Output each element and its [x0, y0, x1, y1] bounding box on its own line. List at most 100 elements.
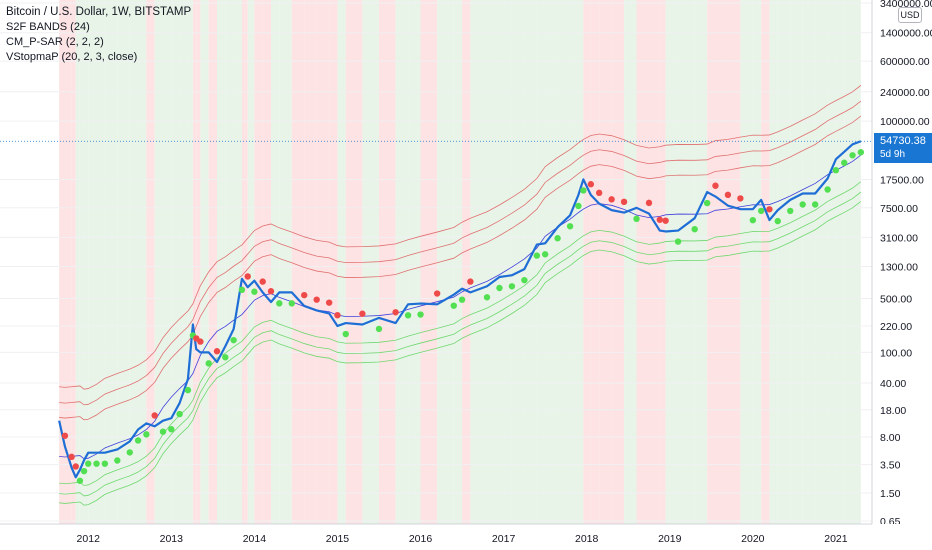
regime-band — [499, 0, 512, 524]
regime-band — [611, 0, 625, 524]
regime-band — [304, 0, 317, 524]
price-axis[interactable]: 3400000.00 1400000.00 600000.00 240000.00 10… — [871, 0, 932, 550]
regime-band — [247, 0, 255, 524]
regime-band — [740, 0, 753, 524]
sar-buy-dot — [184, 386, 192, 394]
sar-sell-dot — [587, 181, 595, 188]
regime-band — [545, 0, 558, 524]
sar-sell-dot — [325, 299, 333, 306]
regime-band — [624, 0, 637, 524]
regime-band — [96, 0, 105, 524]
x-tick-label: 2018 — [575, 533, 599, 545]
sar-buy-dot — [288, 300, 295, 307]
y-tick-label: 3.50 — [880, 460, 901, 472]
last-price-badge: 54730.38 5d 9h — [874, 133, 932, 163]
regime-band — [254, 0, 263, 524]
chart-legend: Bitcoin / U.S. Dollar, 1W, BITSTAMP S2F … — [6, 5, 191, 65]
regime-band — [761, 0, 770, 524]
regime-band — [599, 0, 612, 524]
sar-buy-dot — [841, 159, 848, 166]
sar-buy-dot — [541, 251, 549, 258]
regime-band — [420, 0, 438, 524]
regime-band — [835, 0, 845, 524]
sar-buy-dot — [342, 330, 349, 338]
last-price-value: 54730.38 — [880, 135, 926, 147]
regime-band — [649, 0, 660, 524]
regime-band — [154, 0, 163, 524]
regime-band — [171, 0, 180, 524]
sar-buy-dot — [774, 217, 781, 225]
y-tick-label: 40.00 — [880, 378, 906, 390]
sar-sell-dot — [656, 216, 663, 223]
lower-band — [59, 201, 862, 506]
sar-buy-dot — [205, 360, 212, 367]
sar-sell-dot — [359, 310, 366, 317]
regime-band — [852, 0, 861, 524]
sar-sell-dot — [392, 309, 399, 316]
regime-band — [84, 0, 89, 524]
regime-band — [453, 0, 463, 524]
regime-band — [271, 0, 280, 524]
y-tick-label: 100.00 — [880, 347, 912, 359]
y-tick-label: 100000.00 — [880, 116, 930, 128]
x-tick-label: 2015 — [326, 533, 350, 545]
parabolic-sar-dots — [61, 149, 865, 484]
y-tick-label: 1.50 — [880, 488, 901, 500]
sar-sell-dot — [724, 191, 732, 199]
regime-band — [75, 0, 80, 524]
regime-band — [192, 0, 197, 524]
y-tick-label: 18.00 — [880, 405, 906, 417]
sar-sell-dot — [301, 291, 308, 299]
sar-sell-dot — [620, 198, 628, 206]
y-tick-label: 240000.00 — [880, 87, 930, 99]
sar-buy-dot — [450, 302, 457, 309]
sar-sell-dot — [608, 196, 615, 203]
sar-buy-dot — [749, 216, 757, 224]
sar-sell-dot — [467, 278, 474, 285]
sar-buy-dot — [176, 410, 183, 418]
regime-band — [279, 0, 292, 524]
symbol-title[interactable]: Bitcoin / U.S. Dollar, 1W, BITSTAMP — [6, 6, 192, 18]
sar-sell-dot — [645, 199, 653, 207]
regime-band — [291, 0, 305, 524]
price-line — [58, 140, 862, 479]
sar-sell-dot — [433, 290, 441, 297]
regime-band — [117, 0, 130, 524]
regime-band — [316, 0, 330, 524]
sar-buy-dot — [251, 288, 258, 295]
sar-buy-dot — [633, 215, 640, 223]
indicator-vstop[interactable]: VStopmaP (20, 2, 3, close) — [6, 51, 138, 63]
sar-buy-dot — [80, 467, 88, 475]
regime-band — [462, 0, 471, 524]
sar-buy-dot — [857, 149, 865, 156]
sar-buy-dot — [554, 235, 561, 242]
sar-buy-dot — [824, 186, 831, 193]
regime-band — [727, 0, 741, 524]
sar-buy-dot — [832, 167, 840, 174]
regime-band — [827, 0, 836, 524]
regime-band — [59, 0, 65, 524]
sar-sell-dot — [712, 182, 719, 189]
regime-band — [487, 0, 500, 524]
sar-sell-dot — [61, 432, 69, 439]
upper-band — [59, 100, 862, 406]
indicator-s2f-bands[interactable]: S2F BANDS (24) — [6, 21, 90, 33]
sar-sell-dot — [68, 453, 75, 461]
regime-band — [524, 0, 537, 524]
sar-sell-dot — [259, 278, 266, 285]
regime-band — [790, 0, 803, 524]
regime-band — [769, 0, 778, 524]
sar-buy-dot — [533, 252, 541, 259]
regime-band — [88, 0, 97, 524]
indicator-parabolic-sar[interactable]: CM_P-SAR (2, 2, 2) — [6, 36, 104, 48]
sar-buy-dot — [143, 431, 150, 438]
time-axis[interactable]: 2012 2013 2014 2015 2016 2017 2018 2019 2020 2021 — [0, 523, 932, 550]
sar-sell-dot — [334, 311, 341, 319]
x-tick-label: 2013 — [160, 533, 184, 545]
x-tick-label: 2012 — [77, 533, 101, 545]
regime-band — [395, 0, 409, 524]
regime-band — [815, 0, 828, 524]
sar-buy-dot — [101, 460, 109, 467]
currency-button[interactable]: USD — [898, 7, 922, 23]
